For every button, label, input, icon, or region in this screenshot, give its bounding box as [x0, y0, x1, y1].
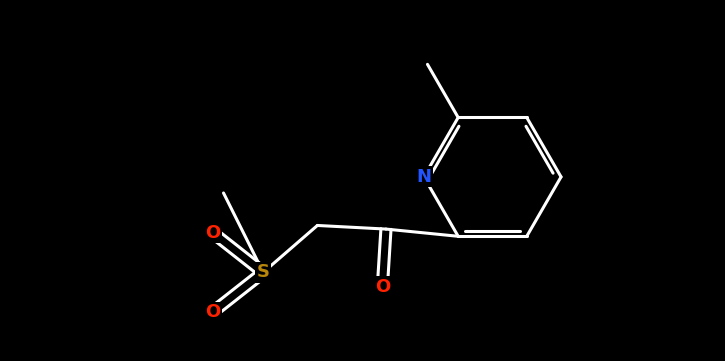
Text: O: O [375, 278, 390, 296]
Text: O: O [205, 224, 220, 242]
Text: S: S [257, 264, 270, 281]
Text: N: N [416, 168, 431, 186]
Text: O: O [205, 303, 220, 321]
